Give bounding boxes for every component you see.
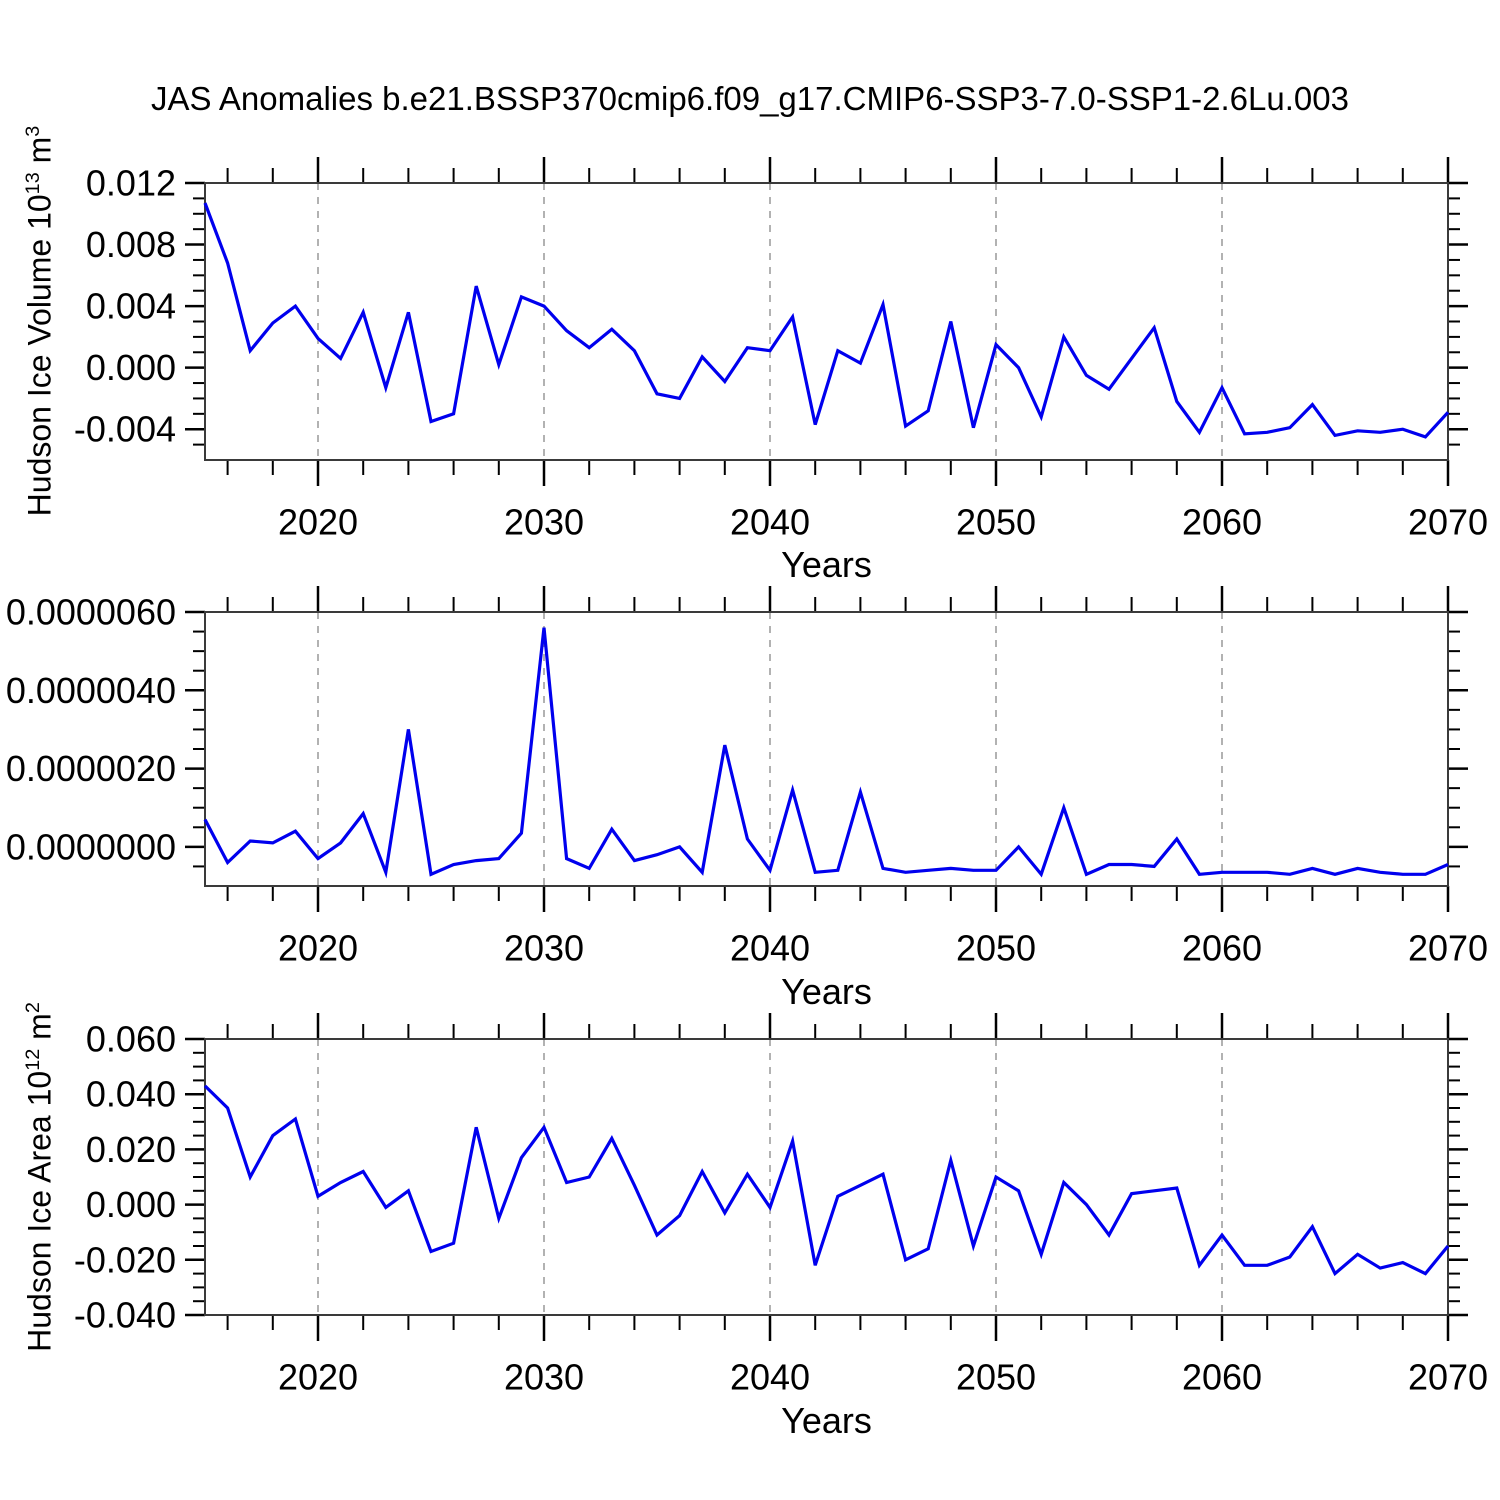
y-tick-label: 0.000 bbox=[86, 347, 176, 388]
y-axis-title-text: Hudson Ice Volume 10 bbox=[21, 194, 58, 517]
x-tick-label: 2020 bbox=[278, 928, 358, 969]
plot-frame bbox=[204, 1038, 1449, 1316]
x-tick-label: 2070 bbox=[1408, 928, 1488, 969]
y-axis-title-ice-volume: Hudson Ice Volume 1013 m3 bbox=[22, 126, 59, 517]
data-line-series bbox=[203, 627, 1449, 879]
x-tick-label: 2020 bbox=[278, 1357, 358, 1398]
x-tick-label: 2040 bbox=[730, 502, 810, 543]
y-tick-label: 0.060 bbox=[86, 1019, 176, 1060]
x-axis-title-plot3: Years bbox=[781, 1400, 872, 1441]
exponent: 12 bbox=[21, 1048, 44, 1071]
y-axis-title-ice-area: Hudson Ice Area 1012 m2 bbox=[22, 1002, 59, 1352]
x-tick-label: 2050 bbox=[956, 928, 1036, 969]
y-axis-title-text: Hudson Ice Area 10 bbox=[21, 1070, 58, 1352]
y-tick-label: 0.0000000 bbox=[6, 826, 176, 867]
y-axis-title-units: m bbox=[21, 1013, 58, 1049]
y-tick-label: -0.040 bbox=[74, 1295, 176, 1336]
plot-2: 2020 2030 2040 2050 2060 2070 0.0000060 0.00000… bbox=[6, 586, 1488, 969]
plot-3: 2020 2030 2040 2050 2060 2070 0.060 0.040 0.020 0… bbox=[74, 1013, 1488, 1398]
y-tick-label: 0.0000060 bbox=[6, 592, 176, 633]
y-tick-label: 0.020 bbox=[86, 1129, 176, 1170]
y-tick-label: 0.012 bbox=[86, 163, 176, 204]
x-tick-label: 2040 bbox=[730, 928, 810, 969]
x-tick-label: 2050 bbox=[956, 502, 1036, 543]
y-tick-label: 0.040 bbox=[86, 1074, 176, 1115]
figure-title: JAS Anomalies b.e21.BSSP370cmip6.f09_g17… bbox=[151, 80, 1349, 117]
x-tick-label: 2030 bbox=[504, 928, 584, 969]
exponent: 3 bbox=[21, 125, 44, 137]
plot-frame bbox=[204, 182, 1449, 461]
y-tick-label: -0.004 bbox=[74, 409, 176, 450]
x-axis-title-plot1: Years bbox=[781, 544, 872, 585]
x-tick-label: 2020 bbox=[278, 502, 358, 543]
y-tick-label: 0.0000040 bbox=[6, 670, 176, 711]
exponent: 13 bbox=[21, 172, 44, 195]
x-tick-label: 2070 bbox=[1408, 502, 1488, 543]
x-tick-label: 2030 bbox=[504, 502, 584, 543]
y-tick-label: 0.008 bbox=[86, 224, 176, 265]
y-axis-title-units: m bbox=[21, 136, 58, 173]
plot-frame bbox=[204, 611, 1449, 887]
y-tick-label: 0.0000020 bbox=[6, 748, 176, 789]
x-tick-label: 2060 bbox=[1182, 502, 1262, 543]
x-tick-label: 2070 bbox=[1408, 1357, 1488, 1398]
exponent: 2 bbox=[21, 1002, 44, 1014]
x-tick-label: 2060 bbox=[1182, 1357, 1262, 1398]
data-line-series bbox=[203, 202, 1450, 439]
y-tick-label: 0.004 bbox=[86, 286, 176, 327]
x-tick-label: 2040 bbox=[730, 1357, 810, 1398]
y-tick-label: 0.000 bbox=[86, 1184, 176, 1225]
data-line-series bbox=[203, 1084, 1450, 1277]
y-tick-label: -0.020 bbox=[74, 1239, 176, 1280]
x-tick-label: 2050 bbox=[956, 1357, 1036, 1398]
x-tick-label: 2030 bbox=[504, 1357, 584, 1398]
plot-1: 2020 2030 2040 2050 2060 2070 0.012 0.008 0.004 0… bbox=[74, 157, 1488, 543]
x-axis-title-plot2: Years bbox=[781, 971, 872, 1012]
x-tick-label: 2060 bbox=[1182, 928, 1262, 969]
